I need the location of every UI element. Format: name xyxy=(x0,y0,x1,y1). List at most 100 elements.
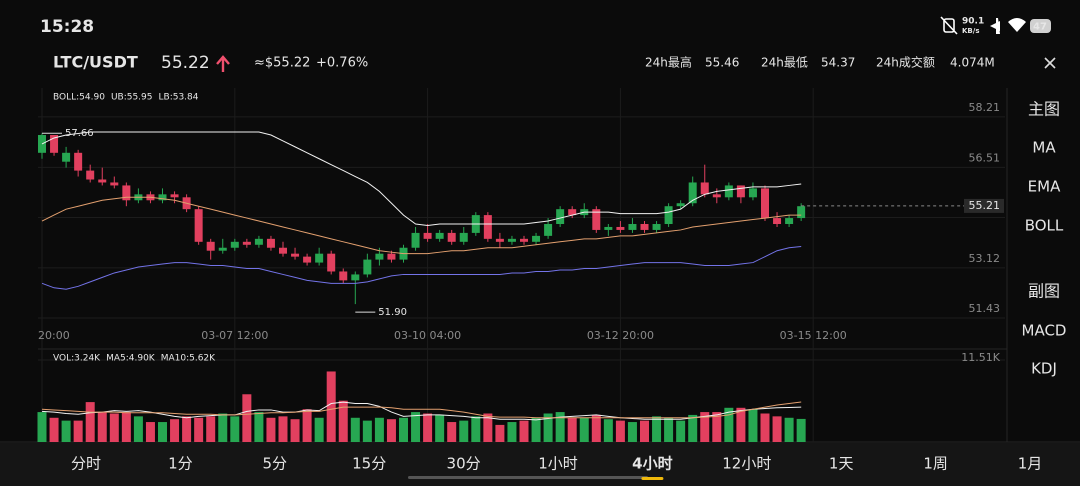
x-tick-label: 20:00 xyxy=(38,329,70,342)
interval-tab[interactable]: 1天 xyxy=(829,455,854,473)
candle-body xyxy=(351,274,360,281)
candle-body xyxy=(291,253,300,257)
menu-heading: 副图 xyxy=(1028,282,1060,301)
band-line xyxy=(41,246,802,290)
interval-tab[interactable]: 4小时 xyxy=(632,455,672,473)
x-tick-label: 03-10 04:00 xyxy=(394,329,461,342)
candle-body xyxy=(736,185,745,198)
volume-bar xyxy=(350,417,360,442)
menu-item[interactable]: EMA xyxy=(1028,178,1061,196)
volume-bar xyxy=(302,409,312,442)
candle-body xyxy=(62,152,71,162)
candle-body xyxy=(327,253,336,272)
volume-bar xyxy=(121,412,131,442)
menu-item[interactable]: BOLL xyxy=(1025,217,1064,235)
candle-body xyxy=(315,253,324,263)
interval-tab[interactable]: 1分 xyxy=(168,455,193,473)
legend-entry: MA5:4.90K xyxy=(106,354,156,364)
band-line xyxy=(41,196,802,255)
candle-body xyxy=(375,253,384,260)
candle-body xyxy=(676,203,685,207)
candle-body xyxy=(556,209,565,225)
volume-bar xyxy=(736,407,746,442)
candle-body xyxy=(568,209,577,216)
volume-bar xyxy=(386,419,396,442)
pair: LTC/USDT xyxy=(53,53,138,72)
interval-tab[interactable]: 1周 xyxy=(923,455,948,473)
volume-bar xyxy=(627,422,637,442)
menu-heading: 主图 xyxy=(1028,100,1060,119)
menu-item[interactable]: KDJ xyxy=(1031,360,1057,378)
up-arrow xyxy=(216,55,230,72)
low-label: 24h最低 xyxy=(761,56,808,70)
interval-tab[interactable]: 12小时 xyxy=(722,455,771,473)
volume-bar xyxy=(37,412,47,442)
volume-bar xyxy=(218,413,228,442)
volume-bar xyxy=(640,420,649,442)
candle-body xyxy=(520,238,528,242)
battery-level: 47 xyxy=(1033,22,1047,33)
wifi-icon xyxy=(1008,18,1026,32)
candle-body xyxy=(652,224,661,230)
volume-bar xyxy=(423,413,433,442)
volume-label: 24h成交额 xyxy=(876,55,935,70)
volume-bar xyxy=(73,420,83,442)
battery xyxy=(1030,19,1051,33)
volume-bar xyxy=(182,416,192,442)
low-annotation: 51.90 xyxy=(378,307,407,318)
high-annotation: 57.66 xyxy=(65,128,94,139)
scroll-indicator xyxy=(408,476,648,479)
volume-bar xyxy=(459,420,469,442)
volume-ma-line xyxy=(41,401,802,421)
last-price-label: 55.21 xyxy=(969,199,1001,212)
interval-tab[interactable]: 1小时 xyxy=(538,455,578,473)
candle-body xyxy=(544,224,553,236)
candle-body xyxy=(254,238,263,245)
volume-bar xyxy=(567,417,577,442)
volume-bar xyxy=(519,420,529,442)
candle-body xyxy=(170,194,179,198)
candle-body xyxy=(158,194,167,201)
volume-bar xyxy=(471,416,481,442)
volume-ma-line xyxy=(41,401,802,419)
candle-body xyxy=(773,218,782,225)
interval-tab[interactable]: 5分 xyxy=(263,455,288,473)
interval-tab[interactable]: 30分 xyxy=(447,455,481,473)
menu-item[interactable]: MA xyxy=(1032,139,1056,157)
mute-icon xyxy=(943,18,955,33)
interval-tab[interactable]: 1月 xyxy=(1018,455,1043,473)
candle-body xyxy=(98,179,107,183)
volume-bar xyxy=(543,413,553,442)
volume-bar xyxy=(483,413,493,442)
volume-bar xyxy=(399,417,408,442)
volume-bar xyxy=(338,400,348,442)
legend-entry: MA10:5.62K xyxy=(161,354,216,364)
y-tick-label: 58.21 xyxy=(969,101,1001,114)
candle-body xyxy=(664,206,673,225)
close-button[interactable] xyxy=(1044,57,1056,69)
volume-bar xyxy=(158,422,167,442)
volume-bar xyxy=(194,417,204,442)
candle-body xyxy=(700,182,709,195)
volume-bar xyxy=(49,417,59,442)
menu-item[interactable]: MACD xyxy=(1022,322,1067,340)
volume-bar xyxy=(278,416,288,442)
candle-body xyxy=(785,218,794,225)
interval-tab[interactable]: 15分 xyxy=(352,455,386,473)
status-time: 15:28 xyxy=(40,17,94,37)
volume-bar xyxy=(676,420,686,442)
volume-bar xyxy=(230,416,240,442)
legend-entry: LB:53.84 xyxy=(159,93,199,103)
x-tick-label: 03-07 12:00 xyxy=(201,329,268,342)
mute-slash xyxy=(940,16,958,35)
candle-body xyxy=(206,241,215,251)
change: +0.76% xyxy=(316,56,368,71)
candle-body xyxy=(303,256,312,263)
interval-tab[interactable]: 分时 xyxy=(71,455,101,473)
volume-bar xyxy=(748,409,758,442)
volume-bar xyxy=(61,420,71,442)
volume-bar xyxy=(254,412,264,442)
net-speed: 90.1 xyxy=(962,17,984,27)
candle-body xyxy=(387,253,396,260)
